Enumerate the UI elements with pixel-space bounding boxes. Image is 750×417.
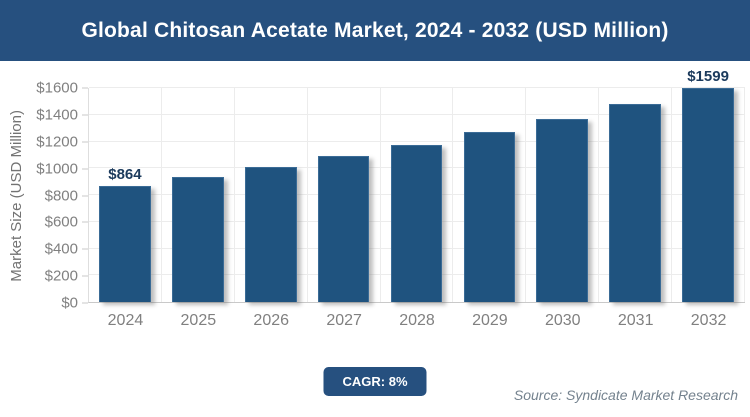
y-axis-tick-labels: $0 $200 $400 $600 $800 $1000 $1200 $1400 $1600: [32, 80, 88, 312]
title-banner: Global Chitosan Acetate Market, 2024 - 2…: [0, 0, 750, 61]
y-axis: Market Size (USD Million): [0, 88, 32, 303]
bar-2029: [463, 132, 516, 302]
bar-column-2024: $864: [89, 88, 162, 302]
y-axis-tick-label: $1400: [36, 106, 88, 123]
y-axis-tick-label: $1600: [36, 80, 88, 97]
x-axis-tick-label-2028: 2028: [399, 312, 435, 329]
y-axis-tick-mark: [82, 195, 88, 196]
x-axis-tick-label-2031: 2031: [617, 312, 654, 329]
chart-footer: CAGR: 8% Source: Syndicate Market Resear…: [0, 367, 750, 409]
y-axis-tick-mark: [82, 275, 88, 277]
bar-2024: $864: [99, 166, 151, 302]
source-text: Source: Syndicate Market Research: [513, 387, 738, 403]
data-label-2032: $1599: [687, 68, 729, 86]
bar-column-2025: [162, 88, 235, 302]
y-axis-tick-label: $800: [45, 187, 88, 204]
data-label-2024: $864: [108, 166, 142, 184]
bar-column-2031: [599, 88, 673, 302]
bar-column-2029: [453, 88, 527, 302]
bar-2030: [536, 118, 589, 302]
bar-column-2032: $1599: [672, 68, 746, 302]
y-axis-tick-label: $0: [61, 295, 88, 312]
y-axis-tick-label: $600: [45, 214, 88, 231]
bar-column-2027: [308, 88, 381, 302]
x-axis-tick-label-2025: 2025: [180, 312, 217, 329]
y-axis-tick-label: $200: [45, 268, 88, 285]
bar-column-2030: [526, 88, 600, 302]
y-axis-tick-label: $1200: [36, 133, 88, 150]
cagr-badge: CAGR: 8%: [323, 367, 427, 396]
x-axis-tick-label-2029: 2029: [472, 312, 508, 329]
x-axis-tick-labels: 2024 2025 2026 2027 2028 2029 2030 2031 2032: [89, 303, 745, 330]
x-axis-tick-label-2024: 2024: [107, 312, 144, 329]
bar-2026: [244, 167, 297, 302]
y-axis-tick-mark: [82, 87, 88, 89]
x-axis-tick-label-2027: 2027: [326, 312, 362, 329]
x-axis-tick-label-2030: 2030: [544, 312, 581, 329]
x-axis-tick-label-2032: 2032: [690, 312, 727, 329]
y-axis-tick-mark: [82, 221, 88, 223]
y-axis-tick-mark: [82, 168, 88, 170]
page-title: Global Chitosan Acetate Market, 2024 - 2…: [81, 18, 669, 42]
bar-2031: [609, 103, 662, 302]
bar-2032: $1599: [682, 68, 734, 302]
y-axis-title: Market Size (USD Million): [7, 109, 25, 282]
bar-column-2026: [235, 88, 308, 302]
y-axis-tick-label: $400: [45, 241, 88, 258]
bar-chart: Market Size (USD Million) $0 $200 $400 $600…: [0, 68, 750, 312]
bar-2025: [171, 177, 224, 302]
y-axis-tick-mark: [82, 248, 88, 250]
y-axis-tick-mark: [82, 114, 88, 116]
x-axis-tick-label-2026: 2026: [253, 312, 290, 329]
y-axis-tick-mark: [82, 141, 88, 143]
y-axis-tick-label: $1000: [36, 160, 88, 177]
bar-2027: [317, 156, 370, 302]
bar-2028: [390, 144, 443, 302]
plot-area: $864 $1599: [88, 68, 746, 303]
y-axis-tick-mark: [82, 302, 88, 304]
bar-column-2028: [381, 88, 454, 302]
